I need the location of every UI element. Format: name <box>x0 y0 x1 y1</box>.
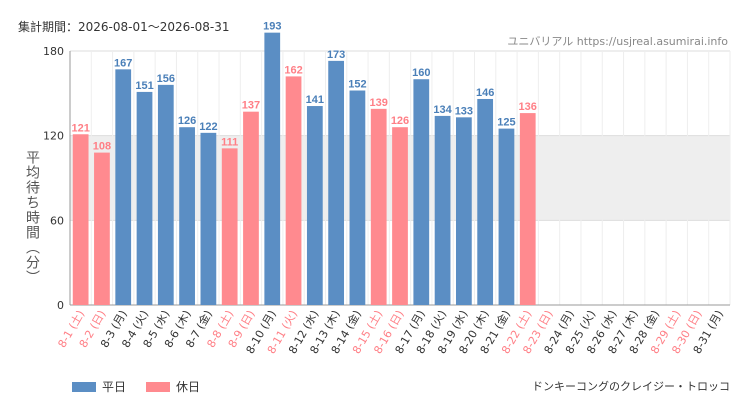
bar <box>455 117 472 305</box>
bar-value-label: 134 <box>433 104 452 116</box>
y-tick-label: 60 <box>50 214 64 227</box>
bar-value-label: 162 <box>284 64 302 76</box>
bar <box>370 108 387 305</box>
attraction-name: ドンキーコングのクレイジー・トロッコ <box>532 380 730 393</box>
bar-value-label: 160 <box>412 67 430 79</box>
bar-value-label: 139 <box>370 97 388 109</box>
bar-value-label: 125 <box>497 117 515 129</box>
legend-label-holiday: 休日 <box>176 380 201 394</box>
bar <box>157 84 174 305</box>
y-tick-label: 0 <box>57 299 64 312</box>
bar-value-label: 136 <box>519 101 537 113</box>
bar <box>94 152 110 305</box>
period-label: 集計期間：2026-08-01〜2026-08-31 <box>18 20 230 34</box>
bar-value-label: 122 <box>199 121 217 133</box>
bar <box>221 148 238 305</box>
site-credit: ユニバリアル https://usjreal.asumirai.info <box>507 35 728 48</box>
y-tick-label: 180 <box>43 45 64 58</box>
bar-value-label: 108 <box>93 141 111 153</box>
bar <box>72 134 89 305</box>
legend: 平日 休日 <box>72 378 200 395</box>
bar <box>115 69 132 305</box>
bar-value-label: 151 <box>135 80 153 92</box>
bar <box>264 32 281 306</box>
bar <box>434 115 451 306</box>
bar <box>243 111 259 305</box>
legend-swatch-holiday <box>146 381 171 392</box>
bar <box>328 60 345 305</box>
bar-value-label: 193 <box>263 21 281 33</box>
bar <box>306 106 323 306</box>
bar <box>498 128 515 305</box>
bar-value-label: 156 <box>157 73 175 85</box>
legend-swatch-weekday <box>72 381 96 392</box>
legend-item-holiday: 休日 <box>146 378 200 395</box>
bar <box>200 132 217 305</box>
bar <box>519 113 536 305</box>
bar-value-label: 133 <box>455 105 473 117</box>
legend-label-weekday: 平日 <box>102 380 127 394</box>
bar-value-label: 126 <box>391 115 409 127</box>
legend-item-weekday: 平日 <box>72 378 126 395</box>
bar-value-label: 167 <box>114 57 132 69</box>
y-tick-label: 120 <box>43 130 64 143</box>
bar-value-label: 137 <box>242 100 260 112</box>
bar-value-label: 111 <box>221 136 238 148</box>
bar-value-label: 152 <box>348 79 366 91</box>
bar <box>413 79 430 305</box>
bar-value-label: 121 <box>71 122 89 134</box>
bar <box>136 91 153 305</box>
bar <box>285 76 302 306</box>
bar-value-label: 126 <box>178 115 196 127</box>
y-axis-label: 平均待ち時間（分） <box>24 150 40 285</box>
bar <box>349 90 366 305</box>
bar <box>392 127 408 305</box>
bar <box>477 98 494 305</box>
bar-value-label: 146 <box>476 87 494 99</box>
bar-value-label: 141 <box>306 94 324 106</box>
bar <box>179 127 195 305</box>
bar-value-label: 173 <box>327 49 345 61</box>
